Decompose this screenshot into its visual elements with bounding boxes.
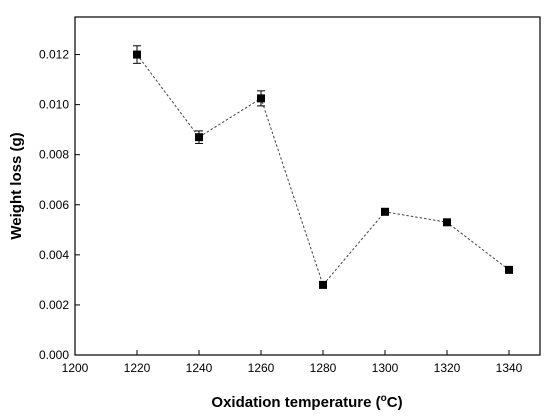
x-tick-label: 1200 [62, 361, 89, 375]
x-tick-label: 1320 [434, 361, 461, 375]
y-tick-label: 0.006 [39, 198, 69, 212]
series-line [136, 54, 510, 286]
data-point [381, 207, 389, 216]
data-point [505, 265, 513, 274]
x-tick-label: 1240 [186, 361, 213, 375]
y-tick-label: 0.012 [39, 48, 69, 62]
y-tick-label: 0.010 [39, 98, 69, 112]
x-tick-label: 1220 [124, 361, 151, 375]
x-tick-label: 1300 [372, 361, 399, 375]
y-tick-label: 0.002 [39, 298, 69, 312]
x-tick-label: 1260 [248, 361, 275, 375]
plot-area [74, 16, 541, 356]
plot-frame [74, 16, 541, 356]
data-point [133, 50, 141, 59]
y-tick-label: 0.008 [39, 148, 69, 162]
y-tick-label: 0.004 [39, 248, 69, 262]
series-group [133, 45, 513, 289]
data-point [319, 280, 327, 289]
data-point [443, 218, 451, 227]
y-axis: 0.000 0.002 0.004 0.006 0.008 0.010 0.012 [39, 48, 80, 362]
x-axis: 1200 1220 1240 1260 1280 1300 1320 1340 [62, 350, 523, 375]
x-tick-label: 1340 [496, 361, 523, 375]
x-axis-title: Oxidation temperature (oC) [211, 393, 402, 411]
y-axis-title: Weight loss (g) [8, 132, 25, 239]
degree-symbol: o [381, 393, 387, 404]
x-tick-label: 1280 [310, 361, 337, 375]
data-point [195, 133, 203, 142]
data-point [257, 94, 265, 103]
y-tick-label: 0.000 [39, 348, 69, 362]
